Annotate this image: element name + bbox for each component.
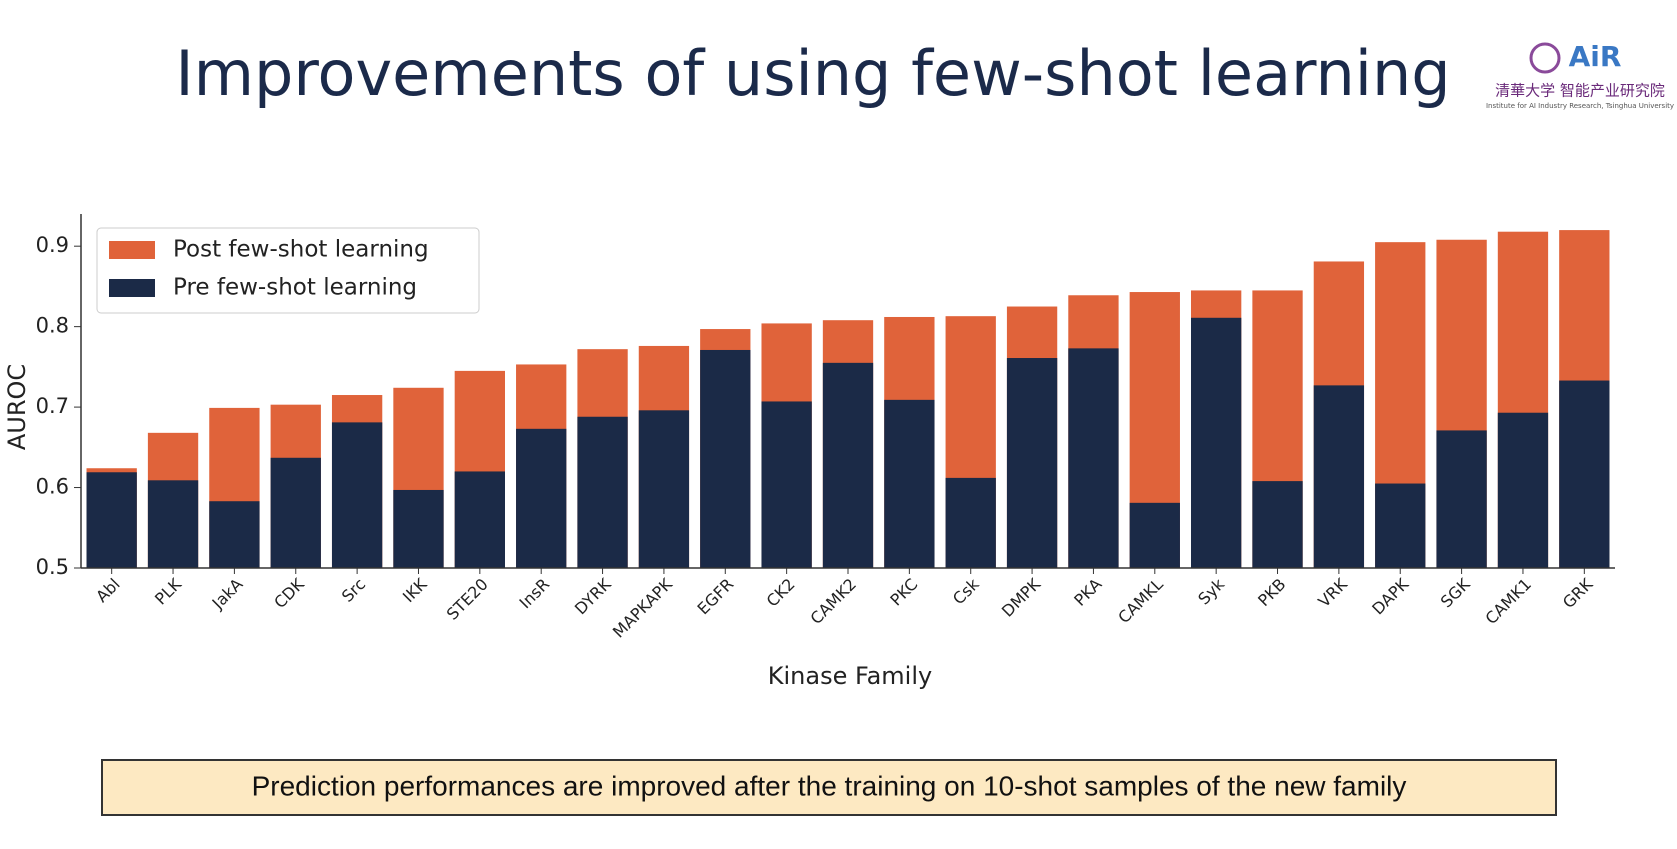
x-tick-label: SGK xyxy=(1437,574,1474,611)
x-tick-label: Csk xyxy=(949,574,983,608)
x-tick-label: PKB xyxy=(1254,575,1289,610)
x-tick-label: STE20 xyxy=(443,575,492,624)
bar xyxy=(454,471,505,568)
bar xyxy=(761,401,812,568)
bar xyxy=(700,349,751,568)
legend-swatch xyxy=(109,279,155,297)
y-tick-label: 0.6 xyxy=(36,475,69,499)
bar xyxy=(1129,502,1180,568)
y-tick-label: 0.5 xyxy=(36,555,69,579)
bar xyxy=(1559,380,1610,568)
legend-box xyxy=(96,227,480,314)
x-tick-label: CAMK1 xyxy=(1482,575,1535,628)
bar xyxy=(1068,348,1119,568)
x-tick-label: PKC xyxy=(886,575,921,610)
logo-mark: AiR xyxy=(1569,40,1622,73)
bar xyxy=(86,472,137,568)
bar xyxy=(1497,412,1549,568)
x-tick-label: DYRK xyxy=(571,574,615,618)
x-tick-label: JakA xyxy=(208,575,247,614)
x-tick-label: CDK xyxy=(270,574,308,612)
y-tick-label: 0.8 xyxy=(36,314,69,338)
x-tick-label: CAMKL xyxy=(1114,575,1167,628)
bar xyxy=(147,480,199,568)
logo-subtitle: Institute for AI Industry Research, Tsin… xyxy=(1486,102,1674,110)
bar xyxy=(822,362,874,568)
bar xyxy=(393,489,444,568)
bar xyxy=(1375,483,1426,568)
bar xyxy=(1313,385,1365,568)
bar xyxy=(209,501,260,568)
x-tick-label: PLK xyxy=(151,574,185,608)
legend-label: Post few-shot learning xyxy=(173,237,429,263)
bar xyxy=(638,410,690,568)
bar xyxy=(331,422,383,568)
bar xyxy=(1436,430,1487,568)
x-tick-label: Abl xyxy=(92,575,123,606)
x-tick-label: Src xyxy=(338,575,369,606)
bar xyxy=(1006,358,1058,568)
x-tick-label: MAPKAPK xyxy=(609,574,676,641)
logo-name: 清華大学 智能产业研究院 xyxy=(1495,82,1665,100)
bar xyxy=(1252,481,1303,568)
x-tick-label: PKA xyxy=(1070,575,1105,610)
x-tick-label: EGFR xyxy=(694,575,738,619)
legend-swatch xyxy=(109,241,155,259)
y-tick-label: 0.7 xyxy=(36,394,69,418)
bar xyxy=(270,457,321,568)
bar xyxy=(884,399,935,568)
x-tick-label: VRK xyxy=(1314,574,1351,611)
banner-box xyxy=(101,759,1557,816)
x-tick-label: DAPK xyxy=(1368,574,1412,618)
bar xyxy=(1191,317,1242,568)
x-tick-label: CAMK2 xyxy=(807,575,860,628)
logo-emblem xyxy=(1529,42,1561,74)
legend-label: Pre few-shot learning xyxy=(173,275,417,301)
x-tick-label: DMPK xyxy=(998,574,1045,621)
bar xyxy=(577,416,628,568)
y-tick-label: 0.9 xyxy=(36,233,69,257)
slide-title: Improvements of using few-shot learning xyxy=(175,37,1450,110)
x-tick-label: GRK xyxy=(1559,574,1597,612)
bar xyxy=(516,428,567,568)
bar xyxy=(945,477,996,568)
x-axis-label: Kinase Family xyxy=(768,662,932,690)
x-tick-label: InsR xyxy=(516,575,554,613)
x-tick-label: Syk xyxy=(1194,574,1228,608)
banner-text: Prediction performances are improved aft… xyxy=(252,770,1407,801)
x-tick-label: IKK xyxy=(399,574,431,606)
logo: AiR 清華大学 智能产业研究院 Institute for AI Indust… xyxy=(1486,40,1674,110)
x-tick-label: CK2 xyxy=(763,575,799,611)
y-axis-label: AUROC xyxy=(3,364,31,450)
